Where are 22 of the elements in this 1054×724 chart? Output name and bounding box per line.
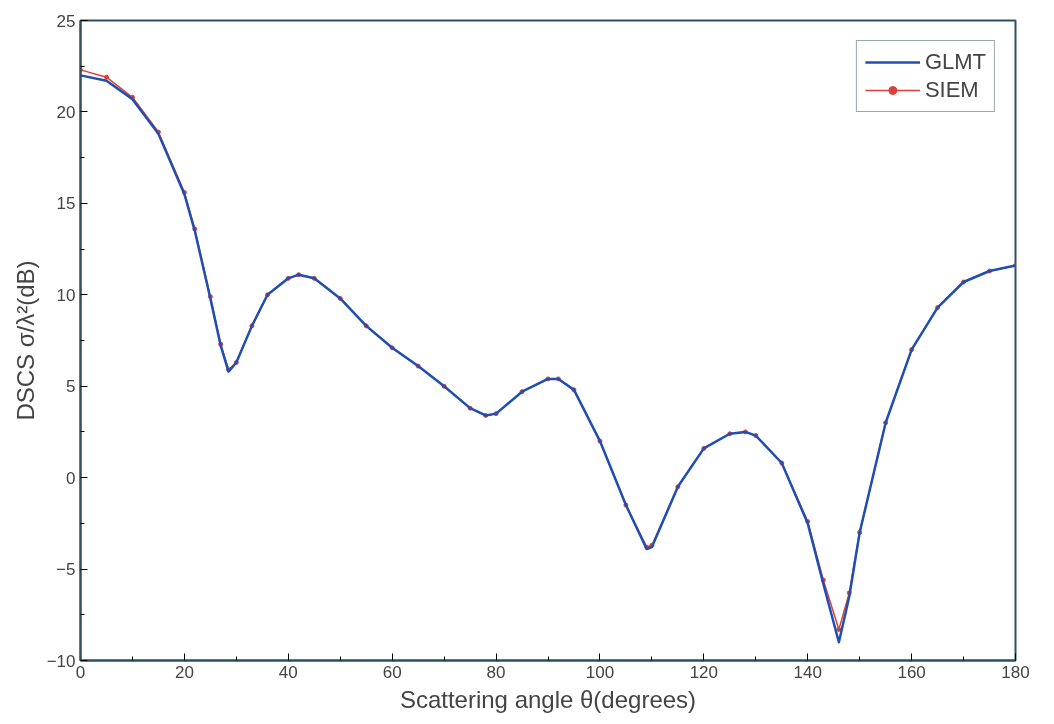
- y-tick-label: −10: [46, 651, 76, 671]
- point: [103, 74, 109, 80]
- x-tick-label: 100: [585, 662, 615, 682]
- y-tick-label: 25: [56, 11, 76, 31]
- x-tick-label: 160: [897, 662, 926, 682]
- y-tick-label: 10: [56, 285, 76, 305]
- y-tick-label: −5: [56, 560, 76, 580]
- legend-label: SIEM: [924, 77, 979, 103]
- y-tick-label: 20: [56, 102, 76, 122]
- x-tick-label: 40: [278, 662, 298, 682]
- x-tick-label: 60: [382, 662, 402, 682]
- legend-label: GLMT: [924, 49, 986, 75]
- y-tick-label: 0: [66, 468, 76, 488]
- x-tick-label: 120: [689, 662, 719, 682]
- x-tick-label: 140: [793, 662, 822, 682]
- x-axis-title: Scattering angle θ(degrees): [399, 685, 697, 713]
- x-tick-label: 80: [486, 662, 506, 682]
- y-tick-label: 15: [56, 194, 76, 214]
- x-tick-label: 180: [1001, 662, 1030, 682]
- y-axis-title: DSCS σ/λ²(dB): [11, 260, 39, 421]
- y-tick-label: 5: [66, 377, 76, 397]
- x-tick-label: 20: [174, 662, 194, 682]
